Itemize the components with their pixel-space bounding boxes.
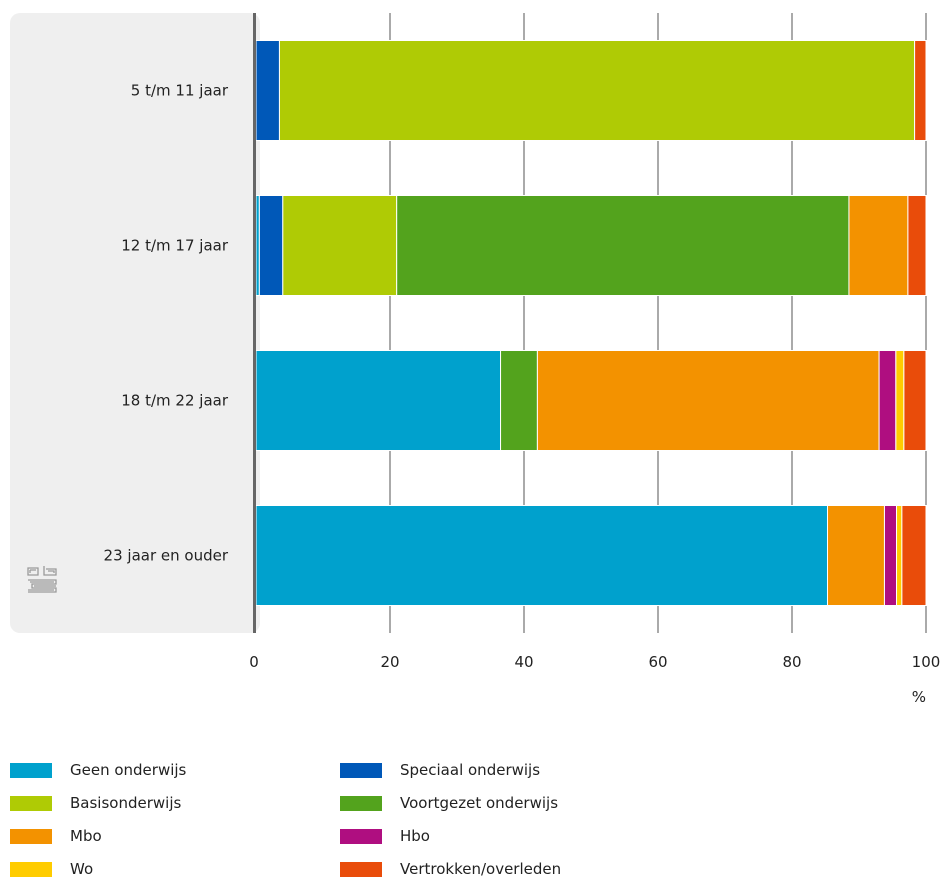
x-tick-label: 40 [514,653,533,671]
bar-segment [255,40,280,141]
legend-swatch [340,762,382,778]
x-tick-label: 60 [648,653,667,671]
legend-item: Basisonderwijs [10,791,181,815]
x-axis-unit: % [912,688,926,706]
legend-swatch [10,861,52,877]
bar-segment [901,505,927,606]
bar-segment [827,505,885,606]
category-label: 12 t/m 17 jaar [121,237,229,255]
x-tick-labels: 0 20 40 60 80 100 [249,653,940,671]
legend-swatch [10,762,52,778]
bar-segment [896,505,903,606]
x-tick-label: 0 [249,653,259,671]
legend-label: Hbo [400,827,430,845]
bar-segment [878,350,897,451]
bar-segment [500,350,538,451]
bar-segment [255,350,502,451]
category-label: 5 t/m 11 jaar [131,82,229,100]
legend-label: Wo [70,860,94,878]
category-labels: 5 t/m 11 jaar 12 t/m 17 jaar 18 t/m 22 jaa… [104,82,229,565]
x-tick-label: 80 [782,653,801,671]
bar-segment [255,505,829,606]
cbs-logo-icon [27,566,57,593]
legend-label: Speciaal onderwijs [400,761,541,779]
legend-swatch [340,828,382,844]
category-panel [10,13,260,633]
category-label: 18 t/m 22 jaar [121,392,229,410]
bar-segment [396,195,850,296]
legend-item: Hbo [340,824,430,848]
bar-segment [282,195,398,296]
legend-label: Mbo [70,827,102,845]
bar-segment [903,350,927,451]
bar-segment [848,195,909,296]
legend-label: Vertrokken/overleden [400,860,562,878]
bar-segment [255,195,260,296]
bar-segment [895,350,905,451]
bar-segment [883,505,898,606]
bars [255,40,927,606]
legend-item: Speciaal onderwijs [340,758,540,782]
bar-segment [278,40,916,141]
legend-label: Geen onderwijs [70,761,187,779]
legend-swatch [10,795,52,811]
legend-swatch [10,828,52,844]
legend-swatch [340,861,382,877]
x-tick-label: 100 [912,653,941,671]
legend-item: Vertrokken/overleden [340,857,561,881]
legend-label: Voortgezet onderwijs [400,794,559,812]
bar-segment [536,350,880,451]
legend-item: Voortgezet onderwijs [340,791,558,815]
bar-segment [907,195,927,296]
legend-swatch [340,795,382,811]
bar-segment [258,195,284,296]
legend-item: Mbo [10,824,102,848]
legend-item: Geen onderwijs [10,758,186,782]
x-tick-label: 20 [380,653,399,671]
category-label: 23 jaar en ouder [104,547,229,565]
bar-segment [914,40,927,141]
legend-label: Basisonderwijs [70,794,182,812]
legend-item: Wo [10,857,93,881]
stacked-bar-chart: 5 t/m 11 jaar 12 t/m 17 jaar 18 t/m 22 jaa… [10,13,940,706]
